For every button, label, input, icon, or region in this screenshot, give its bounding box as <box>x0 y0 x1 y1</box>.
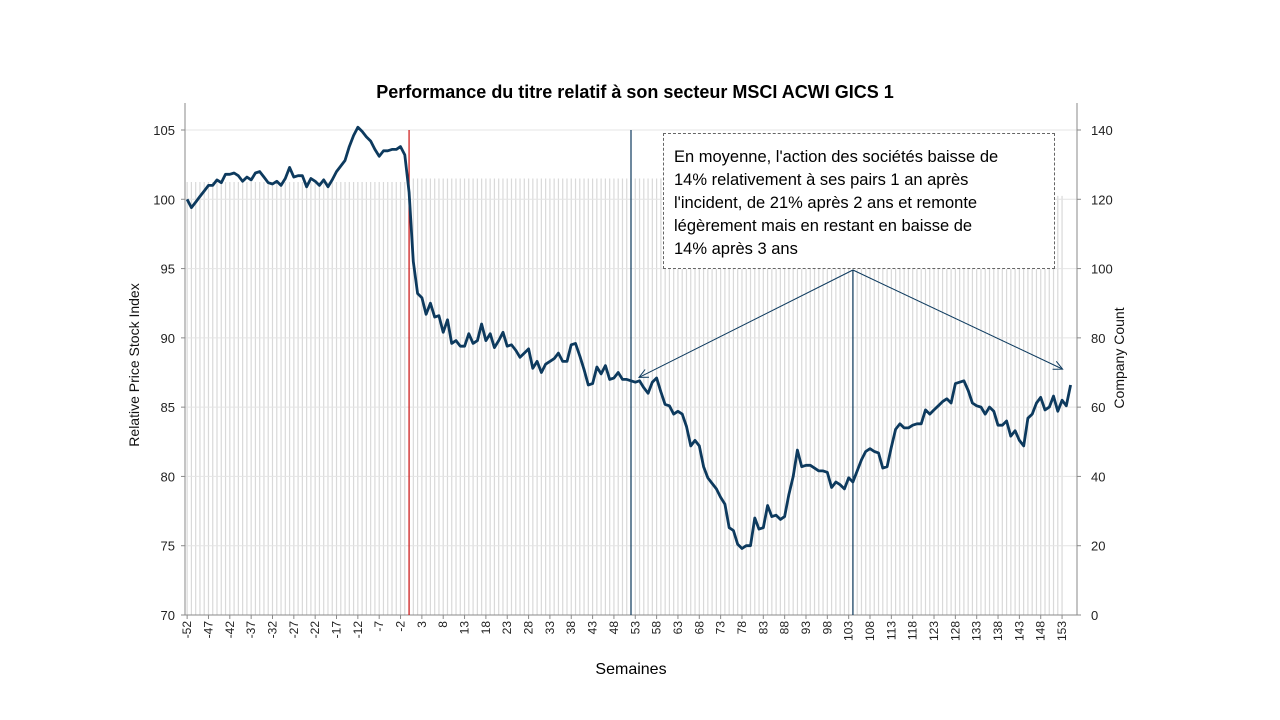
x-tick-label: 153 <box>1055 621 1069 641</box>
x-tick-label: 118 <box>906 621 920 640</box>
annotation-line: légèrement mais en restant en baisse de <box>674 217 973 235</box>
y2-tick-label: 140 <box>1091 123 1113 138</box>
y-axis-tick-labels: 70 75 80 85 90 95 100 105 <box>153 123 185 623</box>
annotation-line: 14% relativement à ses pairs 1 an après <box>674 171 969 189</box>
x-tick-label: 8 <box>436 621 450 628</box>
y2-tick-label: 20 <box>1091 539 1105 554</box>
x-axis-tick-labels: -52 -47 -42 -37 -32 -27 -22 -17 -12 -7 -2 3 8 13 18 23 2… <box>180 615 1069 641</box>
annotation-arrowhead <box>1052 360 1064 370</box>
y-tick-label: 100 <box>153 192 175 207</box>
x-tick-label: 68 <box>692 621 706 635</box>
x-tick-label: 28 <box>522 621 536 635</box>
y-tick-label: 80 <box>161 469 175 484</box>
x-tick-label: -22 <box>308 621 322 639</box>
annotation-line: En moyenne, l'action des sociétés baisse… <box>674 148 999 166</box>
y-tick-label: 90 <box>161 331 175 346</box>
series-layer <box>185 125 1072 550</box>
x-tick-label: 93 <box>799 621 813 635</box>
x-tick-label: -7 <box>372 621 386 632</box>
x-tick-label: 23 <box>500 621 514 635</box>
x-tick-label: 78 <box>735 621 749 635</box>
x-tick-label: 63 <box>671 621 685 635</box>
x-tick-label: 3 <box>415 621 429 628</box>
y2-axis-tick-labels: 0 20 40 60 80 100 120 140 <box>1077 123 1113 623</box>
x-tick-label: 43 <box>586 621 600 635</box>
relative-price-line <box>185 125 1072 550</box>
x-tick-label: -2 <box>394 621 408 632</box>
x-tick-label: 73 <box>714 621 728 635</box>
y-tick-label: 70 <box>161 608 175 623</box>
chart-title: Performance du titre relatif à son secte… <box>376 82 893 102</box>
x-tick-label: 98 <box>820 621 834 635</box>
x-tick-label: 128 <box>948 621 962 641</box>
x-tick-label: -17 <box>330 621 344 639</box>
x-tick-label: 113 <box>884 621 898 640</box>
x-tick-label: 148 <box>1034 621 1048 641</box>
x-tick-label: -42 <box>223 621 237 639</box>
x-tick-label: 33 <box>543 621 557 635</box>
y-tick-label: 85 <box>161 400 175 415</box>
y2-tick-label: 0 <box>1091 608 1098 623</box>
x-tick-label: -12 <box>351 621 365 639</box>
x-tick-label: -32 <box>265 621 279 639</box>
x-tick-label: 123 <box>927 621 941 641</box>
x-tick-label: 58 <box>650 621 664 635</box>
x-tick-label: 143 <box>1012 621 1026 641</box>
x-tick-label: 133 <box>970 621 984 641</box>
annotation-arrow <box>638 269 854 378</box>
y-tick-label: 75 <box>161 539 175 554</box>
y-tick-label: 105 <box>153 123 175 138</box>
x-axis-label: Semaines <box>595 661 666 678</box>
annotation-arrow <box>852 269 1063 370</box>
y2-tick-label: 60 <box>1091 400 1105 415</box>
x-tick-label: 53 <box>628 621 642 635</box>
x-tick-label: 138 <box>991 621 1005 641</box>
x-tick-label: -37 <box>244 621 258 639</box>
annotation-arrows <box>637 269 1064 378</box>
x-tick-label: 13 <box>458 621 472 635</box>
annotation-arrowhead <box>637 369 650 378</box>
x-tick-label: -52 <box>180 621 194 639</box>
x-tick-label: -27 <box>287 621 301 639</box>
y2-tick-label: 40 <box>1091 469 1105 484</box>
x-tick-label: 38 <box>564 621 578 635</box>
x-tick-label: 18 <box>479 621 493 635</box>
y2-axis-label: Company Count <box>1111 307 1127 408</box>
x-tick-label: 83 <box>756 621 770 635</box>
y-axis-label: Relative Price Stock Index <box>126 283 142 446</box>
x-tick-label: -47 <box>201 621 215 639</box>
x-tick-label: 88 <box>778 621 792 635</box>
annotation-box: En moyenne, l'action des sociétés baisse… <box>663 133 1055 269</box>
x-tick-label: 48 <box>607 621 621 635</box>
annotation-line: 14% après 3 ans <box>674 240 798 258</box>
y-tick-label: 95 <box>161 262 175 277</box>
y2-tick-label: 100 <box>1091 262 1113 277</box>
y2-tick-label: 80 <box>1091 331 1105 346</box>
y2-tick-label: 120 <box>1091 192 1113 207</box>
x-tick-label: 108 <box>863 621 877 641</box>
x-tick-label: 103 <box>842 621 856 641</box>
annotation-line: l'incident, de 21% après 2 ans et remont… <box>674 194 978 212</box>
